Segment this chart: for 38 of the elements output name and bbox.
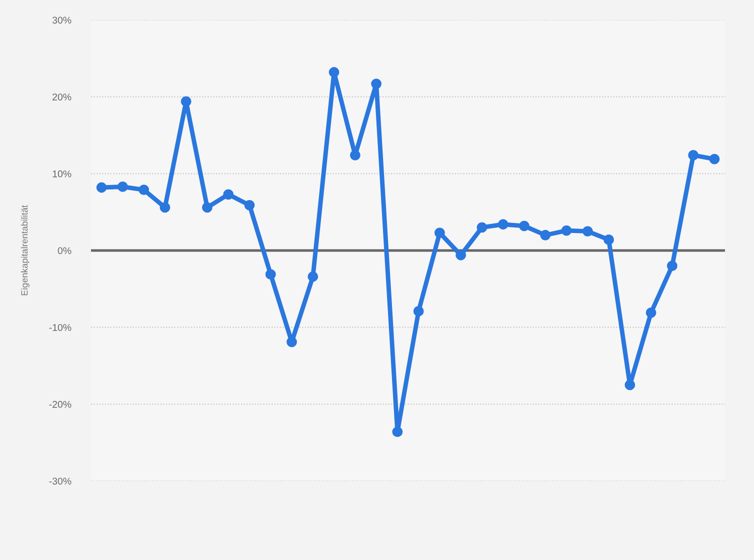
point	[582, 226, 593, 236]
point	[286, 336, 297, 348]
y-tick-label: 10%	[52, 170, 72, 178]
y-axis-title: Eigenkapitalrentabilität	[21, 205, 30, 296]
point	[666, 260, 678, 272]
point	[476, 222, 488, 233]
point	[519, 220, 530, 232]
y-tick-label: -20%	[49, 400, 72, 408]
point	[371, 78, 382, 89]
point	[350, 150, 360, 160]
y-tick-label: 20%	[52, 94, 72, 100]
point	[244, 200, 255, 210]
point	[604, 234, 614, 245]
y-tick-label: 30%	[52, 16, 72, 24]
point	[688, 150, 699, 160]
point	[308, 271, 318, 282]
point	[160, 202, 170, 213]
point	[328, 67, 340, 78]
point	[96, 182, 107, 193]
point	[498, 219, 508, 230]
point	[434, 228, 445, 238]
y-tick-label: -30%	[49, 478, 72, 485]
point	[456, 250, 466, 260]
point	[646, 308, 656, 318]
y-tick-label: 0%	[58, 247, 72, 254]
point	[202, 202, 212, 213]
point	[392, 426, 403, 438]
point	[624, 380, 636, 390]
point	[413, 306, 424, 316]
point	[223, 189, 234, 200]
point	[117, 182, 128, 192]
point	[180, 96, 192, 107]
point	[138, 184, 150, 196]
point	[540, 230, 551, 240]
point	[561, 225, 572, 236]
y-tick-label: -10%	[49, 324, 72, 331]
point	[709, 154, 720, 164]
point	[265, 269, 276, 280]
